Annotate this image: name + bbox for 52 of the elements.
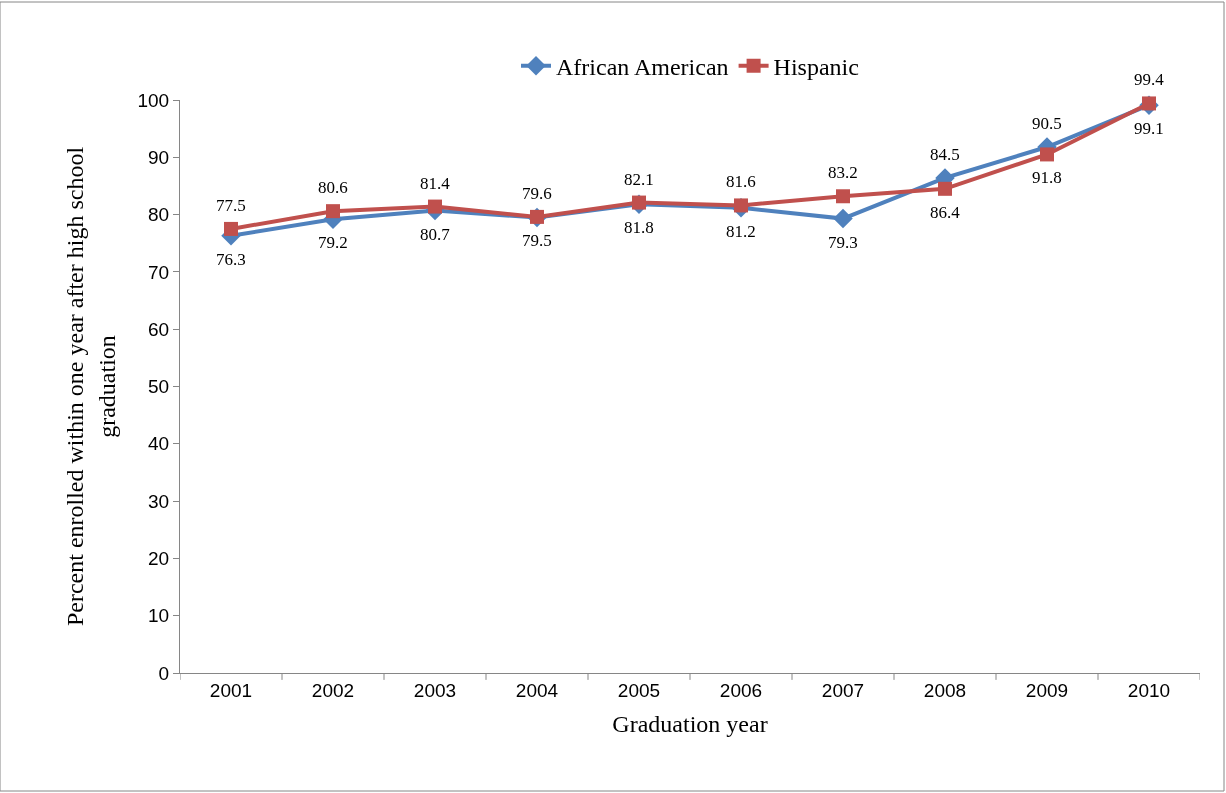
data-label: 99.4 bbox=[1134, 70, 1165, 89]
data-label: 80.6 bbox=[318, 178, 348, 197]
data-label: 81.6 bbox=[726, 172, 756, 191]
data-label: 99.1 bbox=[1134, 119, 1164, 138]
point bbox=[428, 199, 442, 214]
data-label: 79.6 bbox=[522, 184, 552, 203]
y-tick-label: 10 bbox=[148, 605, 170, 627]
point bbox=[938, 181, 952, 196]
legend-label: African American bbox=[556, 54, 729, 80]
x-tick-label: 2005 bbox=[617, 679, 661, 701]
data-label: 90.5 bbox=[1032, 114, 1062, 133]
y-tick-label: 50 bbox=[148, 376, 170, 398]
data-label: 86.4 bbox=[930, 203, 961, 222]
legend-label: Hispanic bbox=[773, 54, 859, 80]
x-tick-label: 2003 bbox=[413, 679, 457, 701]
data-label: 91.8 bbox=[1032, 168, 1062, 187]
data-label: 84.5 bbox=[930, 145, 960, 164]
point bbox=[224, 221, 238, 236]
y-tick-label: 0 bbox=[158, 662, 170, 684]
data-label: 80.7 bbox=[420, 225, 451, 244]
x-axis-title: Graduation year bbox=[612, 711, 768, 738]
data-label: 83.2 bbox=[828, 163, 858, 182]
data-label: 81.8 bbox=[624, 218, 654, 237]
y-tick-label: 30 bbox=[148, 490, 170, 512]
data-label: 76.3 bbox=[216, 250, 246, 269]
y-tick-label: 70 bbox=[148, 261, 170, 283]
y-tick-label: 90 bbox=[148, 146, 170, 168]
data-label: 77.5 bbox=[216, 196, 246, 215]
y-tick-label: 80 bbox=[148, 204, 170, 226]
x-tick-label: 2008 bbox=[923, 679, 967, 701]
x-tick-label: 2002 bbox=[311, 679, 355, 701]
x-tick-label: 2004 bbox=[515, 679, 559, 701]
y-tick-label: 100 bbox=[137, 89, 170, 111]
data-label: 82.1 bbox=[624, 170, 654, 189]
data-label: 81.2 bbox=[726, 222, 756, 241]
y-tick-label: 20 bbox=[148, 548, 170, 570]
data-label: 79.5 bbox=[522, 231, 552, 250]
y-tick-label: 40 bbox=[148, 433, 170, 455]
point bbox=[1040, 147, 1054, 162]
x-tick-label: 2007 bbox=[821, 679, 865, 701]
y-tick-label: 60 bbox=[148, 318, 170, 340]
x-tick-label: 2010 bbox=[1127, 679, 1171, 701]
x-tick-label: 2006 bbox=[719, 679, 763, 701]
point bbox=[326, 204, 340, 219]
data-label: 79.3 bbox=[828, 233, 858, 252]
y-axis-title: Percent enrolled within one year after high school graduation bbox=[62, 146, 120, 627]
data-label: 79.2 bbox=[318, 233, 348, 252]
data-label: 81.4 bbox=[420, 174, 451, 193]
x-tick-label: 2001 bbox=[209, 679, 253, 701]
x-tick-label: 2009 bbox=[1025, 679, 1069, 701]
point bbox=[836, 189, 850, 204]
point bbox=[833, 208, 853, 229]
